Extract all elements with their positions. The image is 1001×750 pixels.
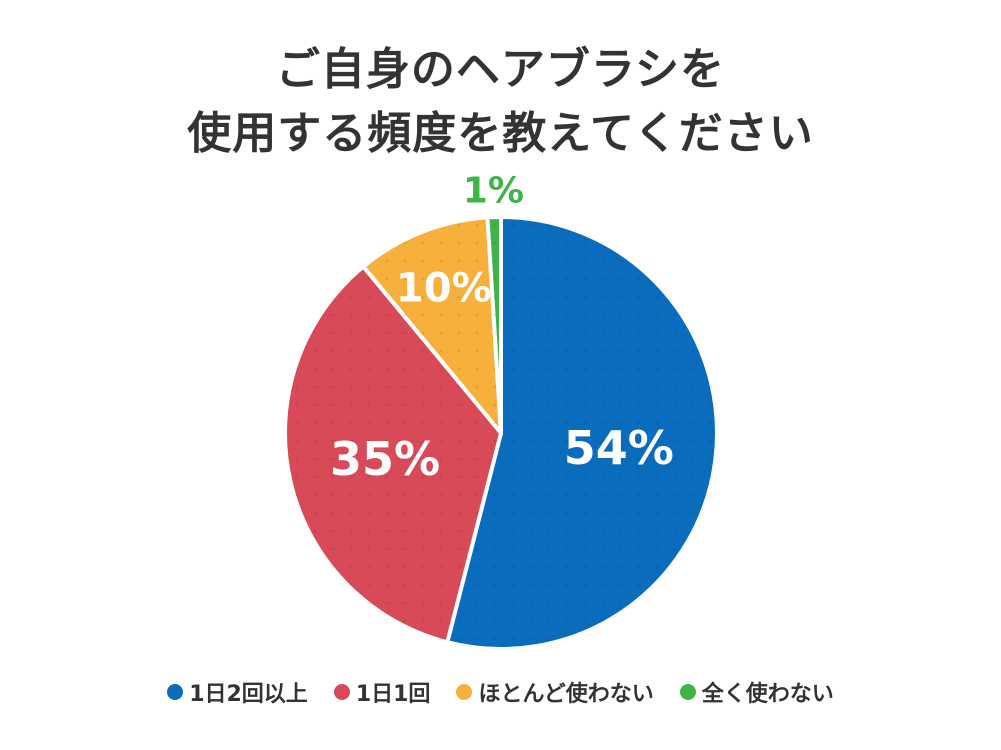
chart-title-line-1: ご自身のヘアブラシを bbox=[275, 44, 726, 95]
pie-slice-texture bbox=[487, 217, 501, 433]
legend-item: 1日1回 bbox=[333, 676, 431, 708]
legend-label: 1日2回以上 bbox=[189, 682, 308, 707]
pie-slice-texture bbox=[363, 217, 501, 433]
slice-label: 10% bbox=[396, 265, 492, 311]
legend-swatch bbox=[456, 684, 473, 700]
legend-item: 全く使わない bbox=[679, 676, 834, 708]
legend-label: 1日1回 bbox=[355, 682, 431, 707]
legend-label: 全く使わない bbox=[701, 682, 834, 707]
slice-label: 35% bbox=[330, 432, 440, 486]
slice-label: 1% bbox=[463, 171, 524, 212]
legend-item: ほとんど使わない bbox=[456, 676, 654, 708]
chart-title: ご自身のヘアブラシを 使用する頻度を教えてください bbox=[0, 38, 1001, 166]
legend: 1日2回以上 1日1回 ほとんど使わない 全く使わない bbox=[0, 676, 1001, 708]
chart-title-line-2: 使用する頻度を教えてください bbox=[187, 108, 814, 159]
legend-swatch bbox=[333, 684, 350, 700]
legend-label: ほとんど使わない bbox=[478, 682, 654, 707]
legend-item: 1日2回以上 bbox=[167, 676, 308, 708]
legend-swatch bbox=[679, 684, 696, 700]
pie-slice-texture bbox=[447, 217, 717, 649]
legend-swatch bbox=[167, 684, 184, 700]
slice-label: 54% bbox=[564, 421, 674, 475]
pie-slice-texture bbox=[285, 266, 501, 643]
